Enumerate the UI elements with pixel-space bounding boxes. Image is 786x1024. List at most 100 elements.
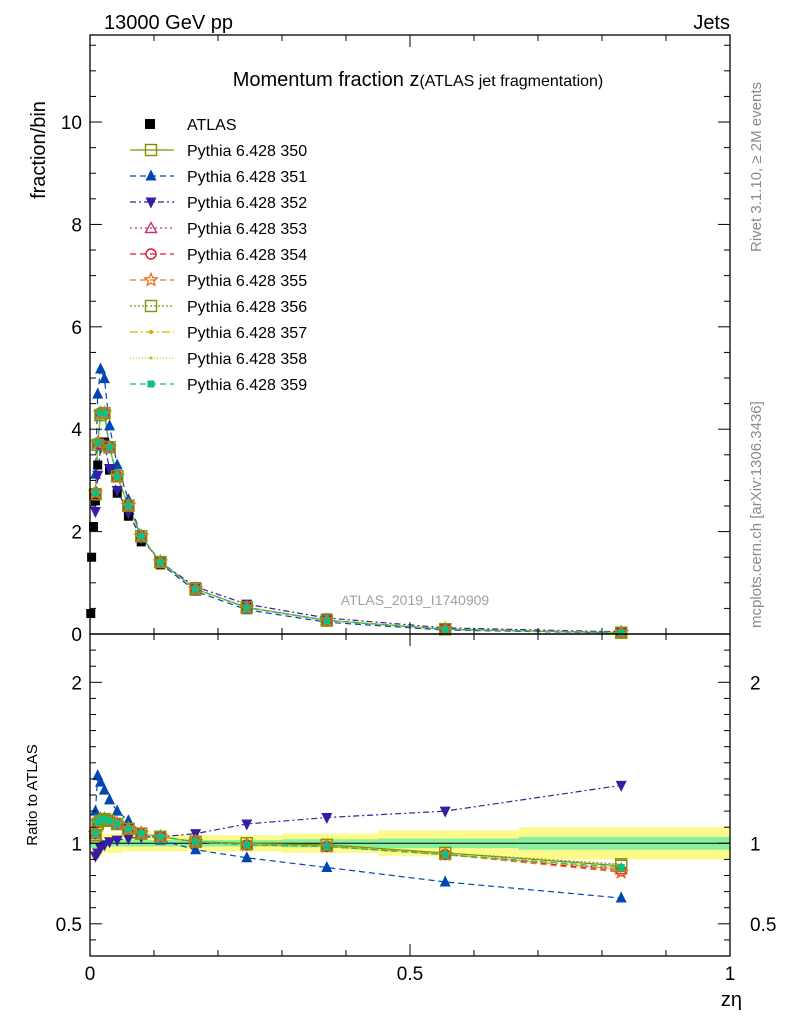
data-point-atlas — [86, 609, 96, 619]
series-10-point-ratio — [113, 820, 121, 828]
y-tick-label-bottom: 2 — [71, 673, 82, 694]
y-tick-label-top: 2 — [71, 523, 82, 544]
series-7-point-top — [240, 601, 254, 614]
series-10-point-ratio — [124, 825, 132, 833]
y-tick-label-top: 8 — [71, 215, 82, 236]
series-10-point-top — [124, 502, 132, 510]
y-tick-label-top: 6 — [71, 318, 82, 339]
series-3-point-top — [104, 464, 116, 476]
legend-marker-series-8 — [149, 330, 153, 334]
series-7-point-ratio — [134, 827, 148, 840]
series-3-point-ratio — [439, 806, 451, 818]
legend-label-series-4: Pythia 6.428 353 — [187, 221, 307, 238]
series-10-point-top — [617, 629, 625, 637]
series-2-point-ratio — [190, 843, 202, 855]
series-7-point-top — [91, 438, 104, 451]
series-2-point-ratio — [321, 860, 333, 872]
series-10-point-top — [94, 439, 102, 447]
legend-label-series-2: Pythia 6.428 351 — [187, 169, 307, 186]
side-label-top: Rivet 3.1.10, ≥ 2M events — [748, 82, 765, 252]
series-3-point-top — [111, 485, 123, 497]
series-10-point-ratio — [323, 843, 331, 851]
header-left: 13000 GeV pp — [104, 12, 233, 34]
legend-label-series-3: Pythia 6.428 352 — [187, 195, 307, 212]
series-10-point-top — [137, 532, 145, 540]
series-10-point-top — [106, 443, 114, 451]
legend-marker-series-2 — [145, 169, 157, 181]
series-2-point-ratio — [615, 891, 627, 903]
legend-group: ATLAS Pythia 6.428 350 Pythia 6.428 351 Pyt… — [130, 117, 307, 394]
legend-marker-atlas — [145, 119, 155, 129]
series-7-point-ratio — [439, 846, 452, 860]
legend-marker-series-1 — [144, 143, 158, 157]
top-panel-frame — [89, 34, 731, 635]
series-2-point-ratio — [89, 804, 101, 816]
legend-marker-series-9 — [149, 356, 153, 360]
series-7-point-top — [134, 530, 148, 543]
y-tick-label-bottom-right: 1 — [750, 834, 761, 855]
data-point-atlas — [89, 521, 99, 531]
legend-marker-series-10 — [147, 380, 155, 388]
x-tick-label: 0.5 — [397, 964, 423, 985]
legend-label-series-7: Pythia 6.428 356 — [187, 299, 307, 316]
markers-group — [86, 362, 630, 903]
series-10-point-top — [91, 489, 99, 497]
series-10-point-ratio — [617, 863, 625, 871]
ratio-band-group — [90, 827, 730, 860]
series-10-point-ratio — [137, 830, 145, 838]
series-10-point-top — [192, 585, 200, 593]
legend-label-series-9: Pythia 6.428 358 — [187, 351, 307, 368]
series-7-point-top — [320, 614, 333, 627]
series-2-point-top — [95, 362, 107, 374]
side-label-bottom: mcplots.cern.ch [arXiv:1306.3436] — [748, 401, 765, 628]
series-7-point-ratio — [122, 822, 135, 836]
series-2-point-ratio — [95, 775, 107, 787]
data-point-atlas — [90, 496, 100, 506]
chart-title-sub: (ATLAS jet fragmentation) — [419, 73, 603, 90]
data-point-atlas — [93, 460, 103, 470]
legend-marker-series-7 — [144, 299, 158, 313]
legend-label-series-1: Pythia 6.428 350 — [187, 143, 307, 160]
series-2-point-ratio — [111, 804, 123, 816]
series-3-point-ratio — [321, 813, 333, 825]
legend-marker-series-4 — [144, 221, 158, 234]
legend-label-atlas: ATLAS — [187, 117, 237, 134]
series-10-point-ratio — [192, 838, 200, 846]
series-2-point-ratio — [122, 814, 134, 826]
x-axis-label: zη — [721, 989, 742, 1011]
series-10-point-top — [243, 604, 251, 612]
series-7-point-ratio — [320, 838, 333, 852]
y-tick-label-bottom-right: 2 — [750, 673, 761, 694]
x-tick-label: 1 — [725, 964, 736, 985]
legend-label-series-5: Pythia 6.428 354 — [187, 247, 307, 264]
series-10-point-ratio — [106, 817, 114, 825]
legend-marker-series-3 — [145, 197, 157, 209]
series-2-point-top — [111, 458, 123, 470]
series-10-point-ratio — [100, 815, 108, 823]
y-tick-label-top: 10 — [61, 113, 82, 134]
series-10-point-ratio — [243, 841, 251, 849]
series-7-point-top — [103, 441, 116, 454]
series-3-point-ratio — [615, 780, 627, 792]
y-tick-label-bottom-right: 0.5 — [750, 915, 776, 936]
series-7-point-ratio — [240, 837, 254, 850]
series-2-point-top — [104, 419, 116, 431]
series-7-point-top — [122, 499, 135, 512]
analysis-watermark: ATLAS_2019_I1740909 — [341, 592, 490, 608]
series-7-point-ratio — [189, 835, 202, 848]
y-tick-label-bottom: 1 — [71, 834, 82, 855]
series-7-point-top — [110, 470, 124, 483]
series-3-point-ratio — [104, 837, 116, 849]
legend-label-series-6: Pythia 6.428 355 — [187, 273, 307, 290]
series-10-point-ratio — [97, 815, 105, 823]
legend-label-series-10: Pythia 6.428 359 — [187, 377, 307, 394]
series-10-point-top — [113, 472, 121, 480]
chart-title: Momentum fraction z(ATLAS jet fragmentat… — [233, 69, 604, 91]
series-3-point-top — [89, 507, 101, 519]
series-10-point-top — [323, 616, 331, 624]
series-2-point-ratio — [98, 783, 110, 795]
series-10-point-ratio — [91, 830, 99, 838]
series-10-point-ratio — [156, 833, 164, 841]
series-2-point-ratio — [439, 875, 451, 887]
legend-marker-series-6 — [143, 271, 159, 287]
